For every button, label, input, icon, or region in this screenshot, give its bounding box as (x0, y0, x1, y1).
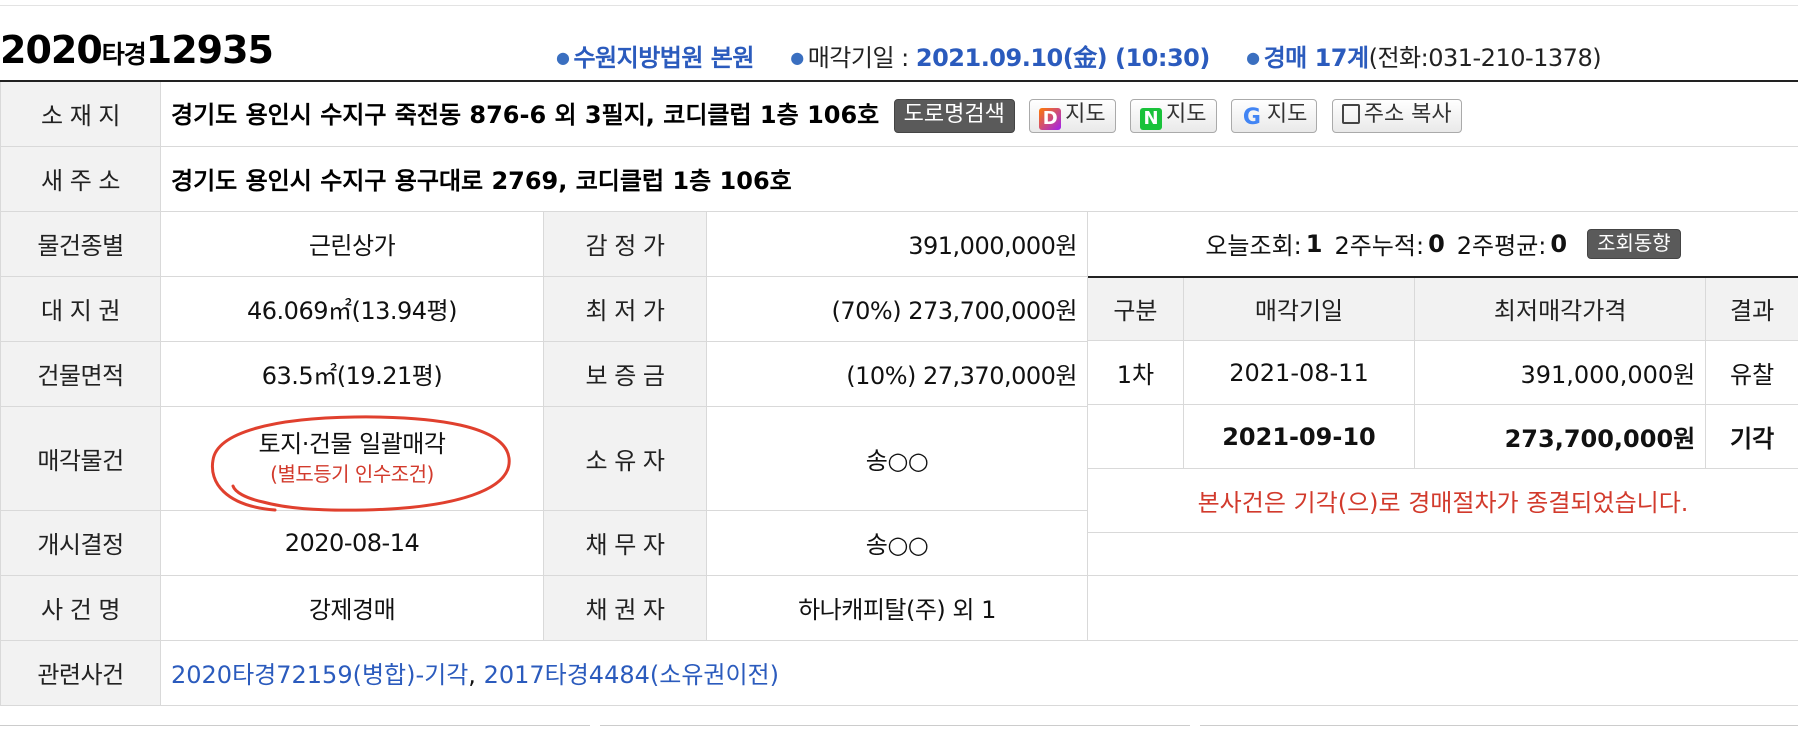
sale-history-table: 구분 매각기일 최저매각가격 결과 1차 2021-08-11 391,000,… (1088, 275, 1798, 533)
daum-map-button[interactable]: D 지도 (1029, 98, 1116, 133)
sale-item-label: 매각물건 (0, 405, 161, 511)
history-header: 최저매각가격 (1414, 275, 1707, 341)
related-cases: 2020타경72159(병합)-기각, 2017타경4484(소유권이전) (159, 639, 1798, 706)
location-label: 소 재 지 (0, 80, 161, 147)
view-trend-button[interactable]: 조회동향 (1587, 228, 1681, 259)
building-area-label: 건물면적 (0, 340, 161, 407)
auction-dept: 경매 17계 (1263, 44, 1370, 72)
min-price-value: (70%) 273,700,000원 (706, 275, 1088, 342)
history-price: 391,000,000원 (1414, 340, 1707, 405)
bullet-icon: ● (790, 48, 804, 67)
history-row: 2021-09-10 273,700,000원 기각 (1088, 404, 1798, 469)
start-decision-label: 개시결정 (0, 509, 161, 576)
empty-cell (1086, 575, 1798, 640)
owner-label: 소 유 자 (543, 405, 707, 511)
building-area-value: 63.5㎡(19.21평) (160, 340, 544, 407)
related-cases-label: 관련사건 (0, 639, 161, 706)
sale-item-value: 토지·건물 일괄매각 (258, 430, 446, 459)
naver-map-button[interactable]: N 지도 (1130, 98, 1217, 133)
property-type-value[interactable]: 근린상가 (160, 210, 544, 277)
court-name: 수원지방법원 본원 (573, 44, 754, 72)
naver-icon: N (1140, 107, 1163, 130)
copy-icon (1341, 103, 1360, 124)
appraisal-value: 391,000,000원 (706, 210, 1088, 277)
bottom-tab-edge (600, 725, 1190, 731)
history-header: 구분 (1088, 275, 1184, 341)
case-meta: ● 수원지방법원 본원 ● 매각기일 : 2021.09.10(金) (10:30)… (556, 38, 1602, 73)
owner-value: 송○○ (706, 405, 1088, 511)
case-header: 2020타경12935 ● 수원지방법원 본원 ● 매각기일 : 2021.09.1… (0, 26, 1798, 76)
daum-icon: D (1039, 107, 1062, 130)
case-closed-message: 본사건은 기각(으)로 경매절차가 종결되었습니다. (1088, 468, 1798, 533)
bottom-tab-edge (1200, 725, 1798, 731)
two-week-total: 0 (1428, 229, 1445, 258)
road-search-button[interactable]: 도로명검색 (893, 98, 1015, 133)
two-week-avg: 0 (1550, 229, 1568, 258)
history-result: 유찰 (1705, 340, 1798, 405)
case-name-value: 강제경매 (160, 574, 544, 641)
history-header: 결과 (1705, 275, 1798, 341)
top-divider (0, 5, 1798, 6)
creditor-value: 하나캐피탈(주) 외 1 (706, 574, 1088, 641)
bullet-icon: ● (1246, 48, 1260, 67)
google-icon: G (1242, 104, 1261, 130)
history-price: 273,700,000원 (1414, 404, 1707, 469)
bullet-icon: ● (556, 48, 570, 67)
sale-item-annotated: 토지·건물 일괄매각 (별도등기 인수조건) (210, 415, 511, 512)
history-date: 2021-09-10 (1182, 404, 1416, 469)
sale-item-note: (별도등기 인수조건) (270, 461, 434, 486)
deposit-value: (10%) 27,370,000원 (706, 340, 1088, 407)
today-views: 1 (1305, 229, 1323, 258)
new-address-value: 경기도 용인시 수지구 용구대로 2769, 코디클럽 1층 106호 (159, 145, 1798, 212)
land-rights-label: 대 지 권 (0, 275, 161, 342)
location-value: 경기도 용인시 수지구 죽전동 876-6 외 3필지, 코디클럽 1층 106… (171, 100, 880, 129)
case-detail-table: 소 재 지 경기도 용인시 수지구 죽전동 876-6 외 3필지, 코디클럽 … (0, 80, 1798, 706)
bottom-tab-edge (0, 725, 590, 731)
history-header: 매각기일 (1182, 275, 1416, 341)
case-name-label: 사 건 명 (0, 574, 161, 641)
location-cell: 경기도 용인시 수지구 죽전동 876-6 외 3필지, 코디클럽 1층 106… (159, 80, 1798, 147)
history-round (1088, 404, 1184, 469)
auction-summary-panel: 오늘조회: 1 2주누적: 0 2주평균: 0 조회동향 구분 매각기일 최저매각가격… (1086, 210, 1798, 576)
appraisal-label: 감 정 가 (543, 210, 707, 277)
history-result: 기각 (1705, 404, 1798, 469)
debtor-value: 송○○ (706, 509, 1088, 576)
deposit-label: 보 증 금 (543, 340, 707, 407)
history-date: 2021-08-11 (1182, 340, 1416, 405)
copy-address-button[interactable]: 주소 복사 (1331, 98, 1462, 133)
min-price-label: 최 저 가 (543, 275, 707, 342)
related-case-link[interactable]: 2017타경4484(소유권이전) (483, 661, 780, 689)
new-address-label: 새 주 소 (0, 145, 161, 212)
google-map-button[interactable]: G 지도 (1230, 98, 1318, 133)
sale-item-cell: 토지·건물 일괄매각 (별도등기 인수조건) (160, 405, 544, 512)
land-rights-value: 46.069㎡(13.94평) (160, 275, 544, 342)
start-decision-value: 2020-08-14 (160, 509, 544, 576)
related-case-link[interactable]: 2020타경72159(병합)-기각 (171, 661, 469, 689)
view-stats: 오늘조회: 1 2주누적: 0 2주평균: 0 조회동향 (1088, 212, 1798, 276)
sale-date: 2021.09.10(金) (10:30) (915, 44, 1210, 72)
dept-phone: (전화:031-210-1378) (1368, 44, 1602, 72)
property-type-label: 물건종별 (0, 210, 161, 277)
sale-date-label: 매각기일 : (807, 44, 916, 72)
creditor-label: 채 권 자 (543, 574, 707, 641)
history-round: 1차 (1088, 340, 1184, 405)
history-row: 1차 2021-08-11 391,000,000원 유찰 (1088, 340, 1798, 405)
debtor-label: 채 무 자 (543, 509, 707, 576)
case-number-title: 2020타경12935 (0, 28, 274, 72)
